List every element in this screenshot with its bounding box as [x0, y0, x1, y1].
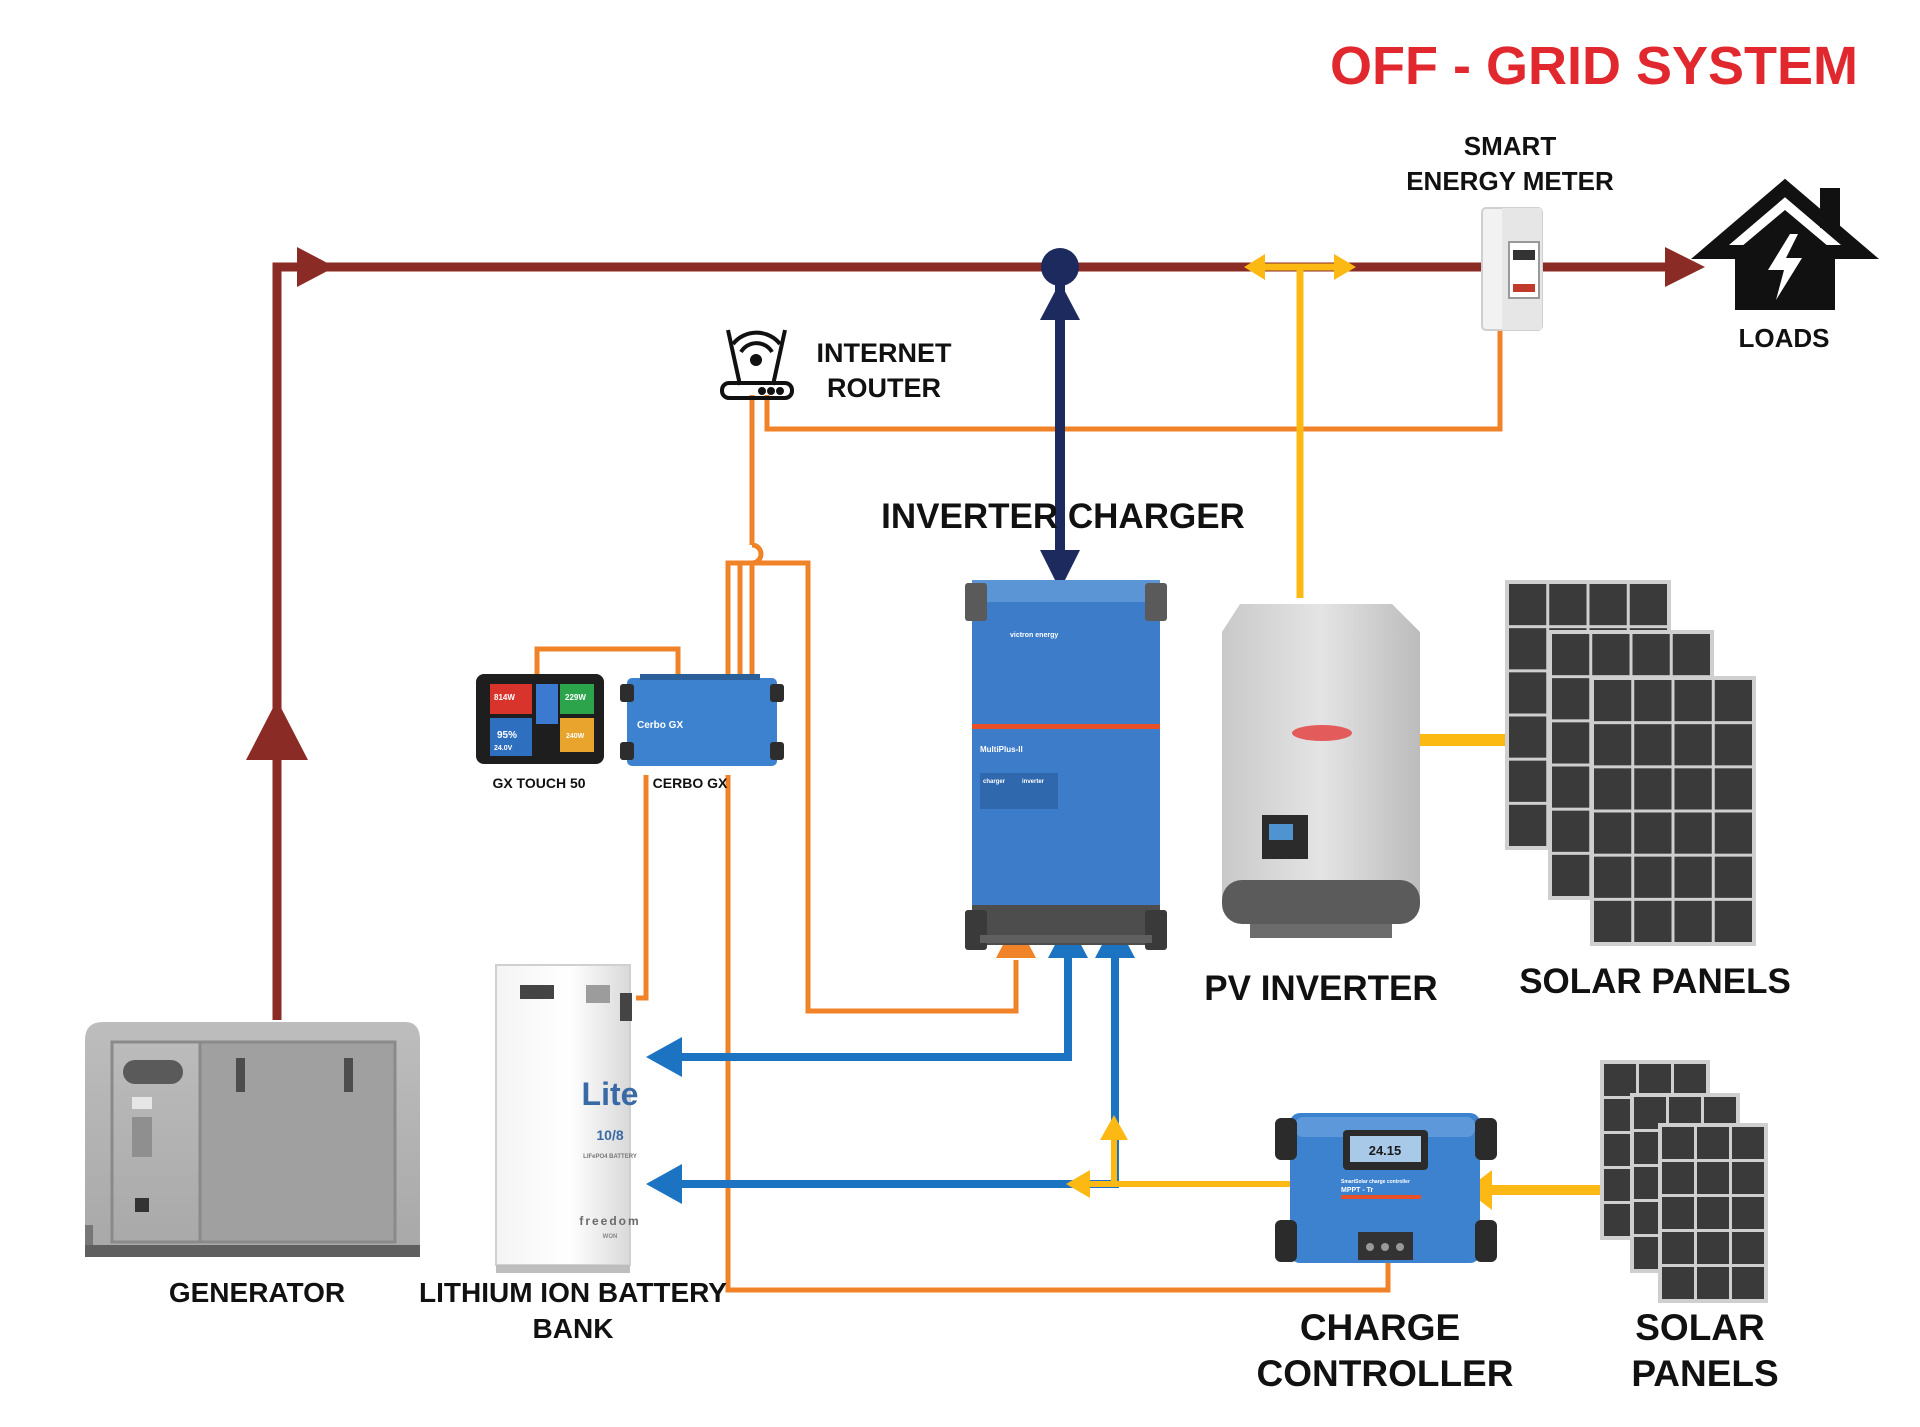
gx-touch-label: GX TOUCH 50 — [492, 775, 585, 791]
inverter-charger-label: INVERTER CHARGER — [881, 497, 1245, 536]
navy-arrow-down — [1040, 550, 1080, 590]
ac-arrow-loads — [1665, 247, 1705, 287]
battery-maker-sub: WON — [603, 1234, 618, 1240]
page-title: OFF - GRID SYSTEM — [1330, 36, 1858, 96]
pv-inverter-label: PV INVERTER — [1204, 969, 1437, 1008]
house-lightning-icon — [1691, 178, 1879, 310]
gx-value-5: 240W — [566, 733, 585, 740]
charge-controller — [1275, 1113, 1497, 1263]
smart-energy-meter — [1481, 207, 1543, 331]
communication-wires — [534, 330, 1503, 1293]
generator-label: GENERATOR — [169, 1277, 345, 1308]
cc-mppt-text: MPPT - Tr — [1341, 1187, 1374, 1194]
battery-label-line-2: BANK — [533, 1313, 614, 1344]
inverter-inverter-text: inverter — [1022, 779, 1045, 785]
router-label-line-2: ROUTER — [827, 373, 941, 403]
inverter-charger — [965, 580, 1167, 950]
inverter-brand-text: victron energy — [1010, 632, 1058, 639]
pv-arrow-right — [1334, 254, 1356, 280]
ac-bus — [272, 262, 1670, 1020]
solar-panels-bottom-label-2: PANELS — [1631, 1353, 1778, 1394]
battery-label-line-1: LITHIUM ION BATTERY — [419, 1277, 727, 1308]
yellow-arrow-up — [1100, 1115, 1128, 1140]
cerbo-face-text: Cerbo GX — [637, 720, 683, 731]
battery-brand: Lite — [582, 1076, 639, 1112]
gx-touch-50 — [476, 674, 604, 764]
solar-panels-bottom-label-1: SOLAR — [1635, 1307, 1765, 1348]
battery-maker: freedom — [579, 1214, 640, 1228]
dc-arrow-battery-2 — [646, 1164, 682, 1204]
cc-dc-out — [1090, 1137, 1290, 1187]
meter-label-line-1: SMART — [1464, 131, 1557, 161]
cerbo-gx — [620, 674, 784, 766]
ac-junction — [1041, 248, 1079, 286]
pv-inverter — [1222, 604, 1420, 938]
solar-panels-top — [1505, 580, 1756, 946]
gx-value-4: 24.0V — [494, 745, 513, 752]
yellow-arrow-left — [1066, 1170, 1090, 1198]
pv-ac-line — [1263, 263, 1335, 598]
gx-value-2: 229W — [565, 693, 586, 702]
battery-model: 10/8 — [596, 1127, 623, 1143]
dc-arrow-battery-1 — [646, 1037, 682, 1077]
dc-lines — [680, 955, 1119, 1188]
battery-sub: LIFePO4 BATTERY — [583, 1154, 637, 1160]
router-label-line-1: INTERNET — [817, 338, 953, 368]
pv-arrow-left — [1244, 254, 1265, 280]
inverter-model-text: MultiPlus-II — [980, 745, 1023, 754]
navy-arrow-up — [1040, 282, 1080, 320]
cc-label-line-1: CHARGE — [1300, 1307, 1460, 1348]
solar-panels-top-label: SOLAR PANELS — [1519, 962, 1791, 1001]
cc-display-text: 24.15 — [1369, 1143, 1402, 1158]
ac-arrow-up — [246, 700, 308, 760]
cerbo-label: CERBO GX — [653, 775, 728, 791]
inverter-charger-text: charger — [983, 779, 1006, 785]
gx-value-1: 814W — [494, 693, 515, 702]
lithium-battery — [495, 964, 632, 1273]
generator — [85, 1022, 420, 1257]
meter-label-line-2: ENERGY METER — [1406, 166, 1614, 196]
solar-panels-bottom — [1600, 1060, 1768, 1303]
ac-arrow-right-left — [297, 247, 335, 287]
wifi-router-icon — [720, 329, 794, 400]
cc-smartsolar-text: SmartSolar charge controller — [1341, 1179, 1410, 1185]
cc-label-line-2: CONTROLLER — [1257, 1353, 1514, 1394]
gx-value-3: 95% — [497, 730, 517, 741]
loads-label: LOADS — [1739, 323, 1830, 353]
